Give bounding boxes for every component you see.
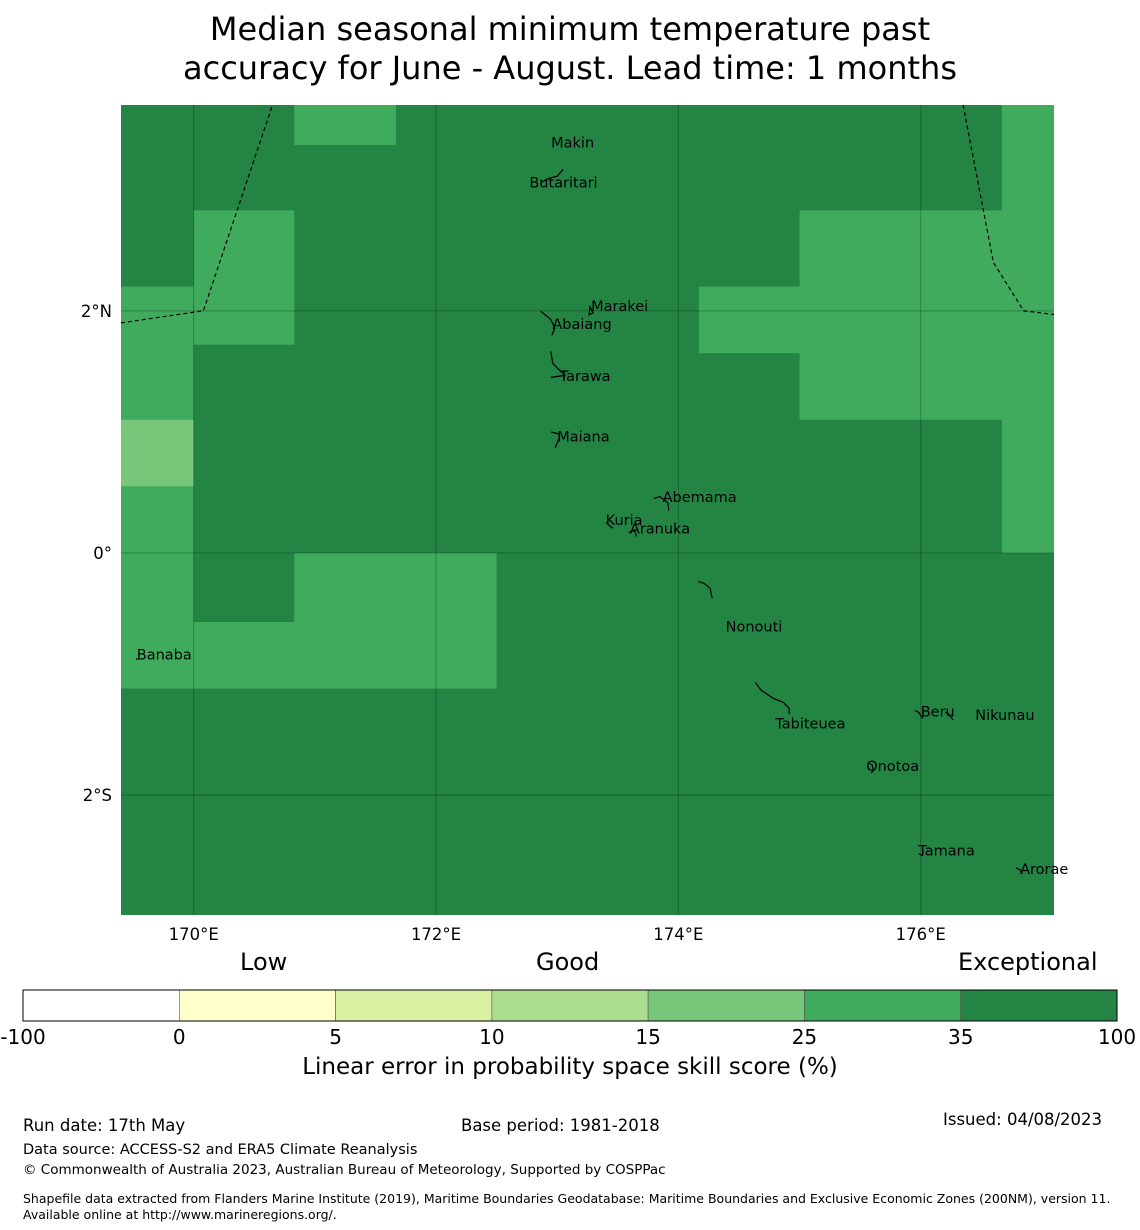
island-label-nonouti: Nonouti <box>726 620 783 636</box>
island-outline-13 <box>918 853 923 857</box>
colorbar-tick-1: 0 <box>172 1025 186 1049</box>
colorbar-segment-4 <box>647 989 805 1022</box>
category-good: Good <box>536 948 600 976</box>
colorbar-tick-3: 10 <box>479 1025 505 1049</box>
island-label-beru: Beru <box>921 704 955 720</box>
island-outline-10 <box>914 709 924 719</box>
grid-cell-9 <box>1001 105 1054 420</box>
title-line-1: Median seasonal minimum temperature past <box>209 10 931 48</box>
colorbar-segment-1 <box>178 989 336 1022</box>
skill-grid <box>121 105 1054 915</box>
island-outline-1 <box>588 304 594 316</box>
eez-line-1 <box>962 104 1055 316</box>
island-label-marakei: Marakei <box>591 299 648 315</box>
island-label-tamana: Tamana <box>917 844 974 860</box>
island-label-tabiteuea: Tabiteuea <box>774 717 845 733</box>
skill-map: Makin Butaritari Marakei Abaiang Tarawa Maian… <box>22 104 1118 1022</box>
grid-cell-0 <box>193 210 295 345</box>
colorbar-tick-4: 15 <box>635 1025 661 1049</box>
island-outline-14 <box>1015 867 1023 875</box>
grid-cell-7 <box>698 286 800 354</box>
island-label-nikunau: Nikunau <box>975 708 1034 724</box>
grid-cell-4 <box>121 486 194 689</box>
island-outline-3 <box>550 351 567 378</box>
grid-cell-1 <box>294 105 397 145</box>
grid-cell-10 <box>1001 419 1054 553</box>
colorbar-segment-2 <box>335 989 493 1022</box>
run-date: Run date: 17th May <box>23 1116 186 1135</box>
island-outline-6 <box>605 521 614 529</box>
island-label-kuria: Kuria <box>606 513 643 529</box>
grid-cell-5 <box>294 552 497 689</box>
issued-date: Issued: 04/08/2023 <box>943 1110 1103 1129</box>
grid-cell-8 <box>799 210 1002 420</box>
map-title: Median seasonal minimum temperature past… <box>0 10 1140 88</box>
island-layer: Makin Butaritari Marakei Abaiang Tarawa Maian… <box>135 135 1068 878</box>
colorbar-label: Linear error in probability space skill … <box>302 1054 838 1080</box>
lon-tick-176: 176°E <box>896 925 946 944</box>
colorbar-tick-5: 25 <box>791 1025 818 1049</box>
colorbar-segment-0 <box>22 989 180 1022</box>
lon-tick-170: 170°E <box>169 925 219 944</box>
island-label-banaba: Banaba <box>137 648 192 664</box>
map-axes: 170°E 172°E 174°E 176°E 2°N 0° 2°S <box>81 302 946 944</box>
island-label-tarawa: Tarawa <box>559 369 611 385</box>
colorbar-segment-6 <box>960 989 1118 1022</box>
graticule <box>121 105 1054 915</box>
colorbar-frame <box>22 989 1118 1022</box>
base-period: Base period: 1981-2018 <box>461 1116 660 1135</box>
lat-tick-0: 0° <box>93 544 112 563</box>
lat-tick-2: 2°N <box>81 302 112 321</box>
colorbar <box>22 989 1118 1022</box>
island-outline-5 <box>653 495 670 511</box>
grid-cell-3 <box>121 419 194 487</box>
island-label-maiana: Maiana <box>557 430 609 446</box>
copyright: © Commonwealth of Australia 2023, Austra… <box>23 1162 666 1178</box>
category-low: Low <box>240 948 288 976</box>
colorbar-segment-3 <box>491 989 649 1022</box>
island-label-abaiang: Abaiang <box>552 317 611 333</box>
colorbar-tick-7: 100 <box>1097 1025 1137 1049</box>
island-label-abemama: Abemama <box>663 490 737 506</box>
colorbar-tick-2: 5 <box>329 1025 342 1049</box>
data-source: Data source: ACCESS-S2 and ERA5 Climate … <box>23 1142 418 1158</box>
island-outline-15 <box>135 657 139 661</box>
colorbar-tick-0: -100 <box>0 1025 46 1049</box>
island-outline-9 <box>754 681 790 715</box>
island-label-butaritari: Butaritari <box>529 175 597 191</box>
eez-boundaries <box>120 104 1055 324</box>
lon-tick-174: 174°E <box>653 925 703 944</box>
island-label-arorae: Arorae <box>1020 862 1068 878</box>
island-label-aranuka: Aranuka <box>630 522 690 538</box>
island-outline-11 <box>944 711 954 721</box>
title-line-2: accuracy for June - August. Lead time: 1… <box>183 49 957 87</box>
island-outline-12 <box>867 762 874 774</box>
island-outline-0 <box>541 168 564 183</box>
lon-tick-172: 172°E <box>411 925 461 944</box>
grid-cell-6 <box>193 621 295 689</box>
lat-tick-m2: 2°S <box>83 786 112 805</box>
island-outline-7 <box>628 529 638 537</box>
island-label-makin: Makin <box>551 135 594 151</box>
island-outline-2 <box>540 310 556 336</box>
colorbar-segment-5 <box>804 989 962 1022</box>
island-outline-8 <box>698 580 713 599</box>
island-label-onotoa: Onotoa <box>866 759 919 775</box>
island-outline-4 <box>551 431 560 449</box>
category-exceptional: Exceptional <box>958 948 1098 976</box>
shapefile-credit: Shapefile data extracted from Flanders M… <box>23 1191 1111 1222</box>
colorbar-tick-6: 35 <box>947 1025 974 1049</box>
